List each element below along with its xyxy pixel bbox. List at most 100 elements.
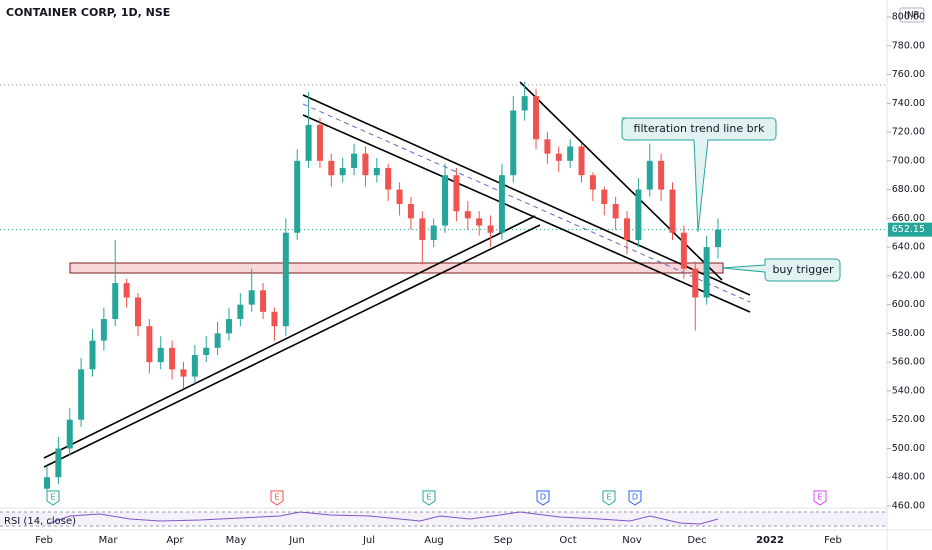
y-tick-label: 460.00 [892, 501, 925, 512]
candle-body [134, 297, 141, 327]
candle-body [66, 419, 73, 449]
currency-box [899, 7, 925, 23]
last-price-label: 652.15 [892, 224, 925, 235]
event-label: E [274, 493, 279, 502]
candle-body [658, 160, 665, 190]
candle-body [100, 319, 107, 341]
candle-body [214, 333, 221, 348]
event-marker [536, 490, 550, 506]
y-tick-label: 800.00 [892, 12, 925, 23]
trend-line [519, 81, 723, 281]
candle-body [282, 232, 289, 327]
currency: INR [904, 11, 920, 21]
candle-body [362, 153, 369, 176]
median-line [302, 103, 751, 303]
y-tick-label: 600.00 [892, 299, 925, 310]
y-tick-label: 680.00 [892, 184, 925, 195]
y-tick-label: 720.00 [892, 127, 925, 138]
x-tick-label: Apr [166, 535, 184, 546]
event-marker [46, 490, 60, 506]
event-marker [602, 490, 616, 506]
candle-body [567, 146, 574, 161]
y-tick-label: 540.00 [892, 385, 925, 396]
candle-body [419, 218, 426, 240]
y-tick-label: 640.00 [892, 242, 925, 253]
candle-body [373, 168, 380, 176]
candle-body [442, 175, 449, 226]
candle-body [89, 340, 96, 370]
candle-body [248, 290, 255, 305]
candle-body [544, 139, 551, 154]
candle-body [510, 110, 517, 176]
event-label: D [540, 493, 546, 502]
candle-body [260, 290, 267, 312]
candle-body [316, 124, 323, 161]
annotation: filteration trend line brk [634, 122, 766, 135]
x-tick-label: Jun [288, 535, 305, 546]
x-tick-label: May [226, 535, 247, 546]
x-tick-label: Feb [35, 535, 53, 546]
candle-body [112, 283, 119, 320]
candle-body [237, 304, 244, 320]
x-tick-label: Jul [362, 535, 375, 546]
candle-body [521, 96, 528, 111]
last-price-tag [888, 222, 932, 237]
candle-body [191, 354, 198, 377]
y-tick-label: 700.00 [892, 155, 925, 166]
rsi-band [0, 512, 887, 526]
support-zone [69, 262, 724, 274]
rsi-line [46, 511, 719, 525]
candle-body [123, 283, 130, 298]
candle-body [44, 477, 50, 489]
candle-body [601, 189, 608, 204]
candle-body [385, 168, 392, 190]
y-tick-label: 740.00 [892, 98, 925, 109]
x-tick-label: Mar [99, 535, 119, 546]
candle-body [225, 319, 232, 334]
event-marker [813, 490, 827, 506]
candle-body [271, 311, 278, 327]
x-tick-label: Aug [424, 535, 444, 546]
candle-body [407, 203, 414, 219]
candle-body [578, 146, 585, 176]
candle-body [715, 229, 721, 248]
candle-body [55, 448, 62, 478]
candle-body [430, 225, 437, 240]
event-label: D [632, 493, 638, 502]
y-tick-label: 500.00 [892, 443, 925, 454]
x-tick-label: Sep [494, 535, 513, 546]
candle-body [328, 160, 335, 176]
trend-line [43, 224, 541, 468]
candle-body [453, 175, 460, 212]
event-marker [422, 490, 436, 506]
rsi-label: RSI (14, close) [4, 516, 76, 527]
chart-title: CONTAINER CORP, 1D, NSE [6, 6, 170, 19]
trend-line [302, 114, 751, 313]
event-label: E [426, 493, 431, 502]
candle-body [180, 369, 187, 377]
y-tick-label: 580.00 [892, 328, 925, 339]
candle-body [624, 218, 631, 240]
candle-body [703, 247, 710, 298]
candle-body [305, 124, 312, 161]
candle-body [498, 175, 505, 233]
event-marker [270, 490, 284, 506]
candle-body [589, 175, 596, 190]
candle-body [612, 203, 619, 219]
event-marker [628, 490, 642, 506]
y-tick-label: 480.00 [892, 472, 925, 483]
candle-body [692, 268, 699, 298]
candle-body [351, 153, 358, 169]
plot [44, 81, 721, 495]
candle-body [635, 189, 642, 240]
candle-body [680, 232, 687, 269]
y-tick-label: 520.00 [892, 414, 925, 425]
x-tick-label: Oct [559, 535, 576, 546]
callout [721, 258, 841, 282]
trend-line [302, 94, 751, 296]
event-label: E [817, 493, 822, 502]
candle-body [339, 168, 346, 176]
candle-body [533, 96, 540, 140]
candle-body [157, 347, 164, 363]
